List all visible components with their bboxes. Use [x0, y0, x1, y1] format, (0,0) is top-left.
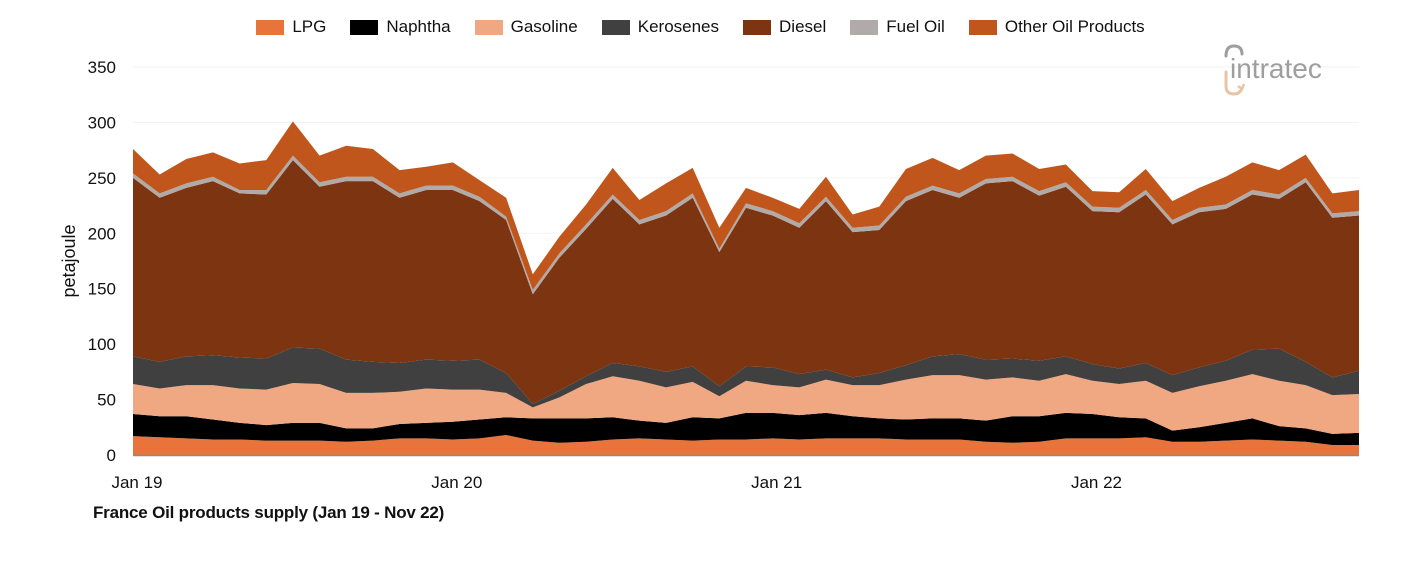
- x-tick-label: Jan 22: [1071, 473, 1122, 492]
- y-tick-label: 350: [88, 58, 116, 77]
- intratec-logo: intratec: [1222, 42, 1372, 98]
- y-axis-title: petajoule: [59, 224, 79, 297]
- legend-label: Naphtha: [386, 17, 451, 36]
- area-layers: [133, 121, 1359, 455]
- legend-swatch-naphtha: [350, 19, 379, 35]
- legend-label: LPG: [292, 17, 327, 36]
- chart-legend: LPG Naphtha Gasoline Kerosenes Diesel Fu…: [0, 17, 1401, 37]
- legend-label: Diesel: [779, 17, 827, 36]
- legend-item-lpg[interactable]: LPG: [256, 17, 326, 37]
- legend-item-other-oil-products[interactable]: Other Oil Products: [968, 17, 1145, 37]
- area-gasoline[interactable]: [133, 374, 1359, 434]
- x-tick-label: Jan 20: [431, 473, 482, 492]
- area-other-oil-products[interactable]: [133, 121, 1359, 290]
- y-tick-label: 150: [88, 280, 116, 299]
- y-tick-label: 50: [97, 391, 116, 410]
- logo-icon: intratec: [1224, 44, 1322, 96]
- legend-label: Kerosenes: [637, 17, 720, 36]
- chart-caption: France Oil products supply (Jan 19 - Nov…: [93, 503, 445, 522]
- legend-item-diesel[interactable]: Diesel: [743, 17, 826, 37]
- y-axis-ticks: 0 50 100 150 200 250 300 350: [88, 58, 116, 465]
- legend-swatch-fuel-oil: [850, 19, 879, 35]
- y-tick-label: 0: [107, 446, 116, 465]
- y-tick-label: 300: [88, 113, 116, 132]
- legend-label: Fuel Oil: [886, 17, 945, 36]
- area-lpg[interactable]: [133, 435, 1359, 455]
- x-tick-label: Jan 21: [751, 473, 802, 492]
- legend-item-kerosenes[interactable]: Kerosenes: [601, 17, 720, 37]
- area-diesel[interactable]: [133, 160, 1359, 405]
- legend-item-naphtha[interactable]: Naphtha: [350, 17, 451, 37]
- x-axis-ticks: Jan 19 Jan 20 Jan 21 Jan 22: [111, 473, 1122, 492]
- area-fuel-oil[interactable]: [133, 155, 1359, 295]
- legend-swatch-lpg: [256, 19, 285, 35]
- legend-item-gasoline[interactable]: Gasoline: [474, 17, 578, 37]
- legend-label: Other Oil Products: [1004, 17, 1145, 36]
- area-naphtha[interactable]: [133, 412, 1359, 446]
- area-kerosenes[interactable]: [133, 347, 1359, 408]
- y-tick-label: 250: [88, 169, 116, 188]
- x-tick-label: Jan 19: [111, 473, 162, 492]
- legend-item-fuel-oil[interactable]: Fuel Oil: [850, 17, 945, 37]
- legend-swatch-kerosenes: [601, 19, 630, 35]
- legend-swatch-diesel: [743, 19, 772, 35]
- y-tick-label: 100: [88, 335, 116, 354]
- legend-swatch-gasoline: [474, 19, 503, 35]
- y-tick-label: 200: [88, 224, 116, 243]
- logo-text: intratec: [1230, 53, 1322, 84]
- legend-swatch-other: [968, 19, 997, 35]
- legend-label: Gasoline: [510, 17, 578, 36]
